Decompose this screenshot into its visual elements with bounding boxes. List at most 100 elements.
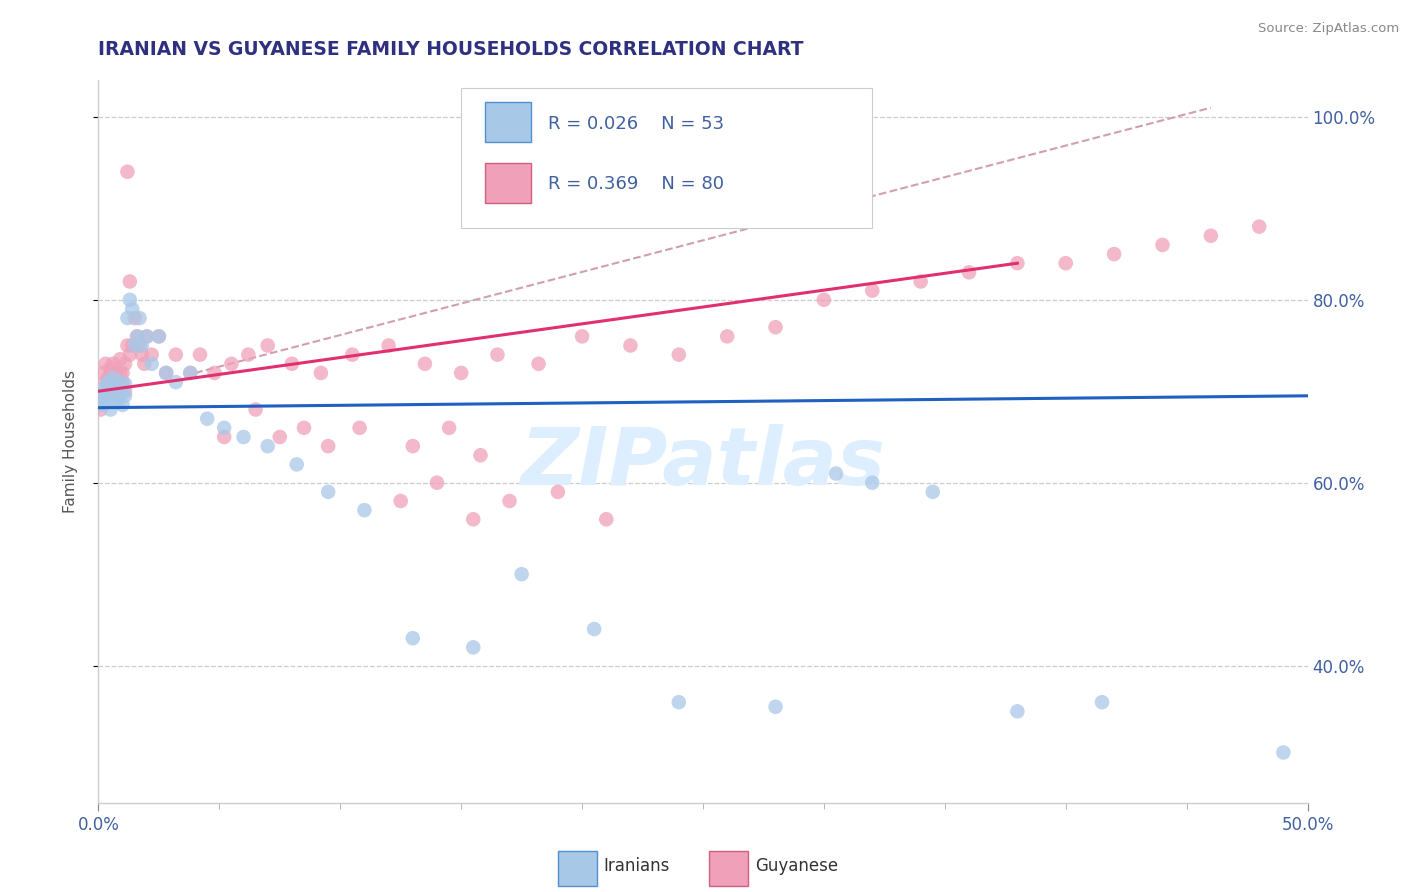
Point [107, 386, 129, 401]
Point [765, 699, 787, 714]
Point [825, 467, 848, 481]
Point [342, 348, 364, 362]
Point [91, 384, 114, 399]
Point [188, 348, 211, 362]
Point [716, 329, 738, 343]
Point [437, 421, 460, 435]
Point [510, 567, 533, 582]
Point [100, 361, 122, 376]
FancyBboxPatch shape [709, 851, 748, 886]
Point [101, 357, 124, 371]
Point [402, 631, 425, 645]
Point [97, 379, 120, 393]
Point [957, 265, 980, 279]
Point [498, 494, 520, 508]
FancyBboxPatch shape [485, 102, 531, 142]
Point [1152, 238, 1174, 252]
FancyBboxPatch shape [558, 851, 596, 886]
Point [285, 458, 308, 472]
Point [141, 348, 163, 362]
Point [583, 622, 606, 636]
Text: Guyanese: Guyanese [755, 857, 838, 875]
Point [111, 398, 134, 412]
FancyBboxPatch shape [485, 163, 531, 203]
Point [269, 430, 291, 444]
Point [316, 484, 339, 499]
Point [94, 375, 117, 389]
Point [470, 448, 492, 462]
Point [121, 338, 143, 352]
Point [353, 503, 375, 517]
Point [134, 357, 156, 371]
Point [90, 402, 112, 417]
Point [450, 366, 472, 380]
Point [107, 375, 129, 389]
Point [1007, 256, 1029, 270]
Point [108, 352, 131, 367]
Point [124, 311, 146, 326]
Point [97, 375, 120, 389]
Point [860, 475, 883, 490]
Point [128, 311, 150, 326]
Point [124, 338, 146, 352]
Point [921, 484, 943, 499]
Point [135, 329, 157, 343]
Point [1249, 219, 1271, 234]
Point [97, 370, 120, 384]
Point [668, 695, 690, 709]
Point [118, 293, 141, 307]
Point [860, 284, 883, 298]
Point [316, 439, 339, 453]
Point [1091, 695, 1114, 709]
Point [108, 389, 131, 403]
Point [179, 366, 201, 380]
Point [463, 640, 485, 655]
Point [117, 311, 139, 326]
Point [100, 402, 122, 417]
Point [114, 384, 136, 399]
Point [118, 275, 141, 289]
Point [571, 329, 593, 343]
Point [107, 395, 129, 409]
Point [101, 384, 124, 399]
Point [765, 320, 787, 334]
Point [281, 357, 304, 371]
Point [165, 348, 187, 362]
Point [377, 338, 399, 352]
Point [179, 366, 201, 380]
Point [195, 411, 218, 425]
Point [221, 357, 243, 371]
Point [245, 402, 267, 417]
Point [527, 357, 550, 371]
Text: Iranians: Iranians [603, 857, 671, 875]
Point [232, 430, 254, 444]
Text: ZIPatlas: ZIPatlas [520, 425, 886, 502]
Point [104, 393, 127, 408]
Point [292, 421, 315, 435]
Point [155, 366, 177, 380]
Point [204, 366, 226, 380]
Point [100, 389, 122, 403]
Point [1007, 704, 1029, 718]
Point [101, 370, 124, 384]
Text: Source: ZipAtlas.com: Source: ZipAtlas.com [1258, 22, 1399, 36]
Point [118, 348, 141, 362]
Point [148, 329, 170, 343]
Point [111, 384, 134, 399]
Point [131, 338, 153, 352]
Point [127, 329, 149, 343]
Point [426, 475, 449, 490]
Point [486, 348, 509, 362]
Point [104, 366, 127, 380]
Text: IRANIAN VS GUYANESE FAMILY HOUSEHOLDS CORRELATION CHART: IRANIAN VS GUYANESE FAMILY HOUSEHOLDS CO… [98, 40, 804, 59]
Point [101, 370, 124, 384]
Point [148, 329, 170, 343]
Point [595, 512, 617, 526]
Y-axis label: Family Households: Family Households [63, 370, 77, 513]
Point [114, 376, 136, 391]
Point [349, 421, 371, 435]
Point [128, 338, 150, 352]
Point [111, 375, 134, 389]
Point [127, 329, 149, 343]
Point [155, 366, 177, 380]
